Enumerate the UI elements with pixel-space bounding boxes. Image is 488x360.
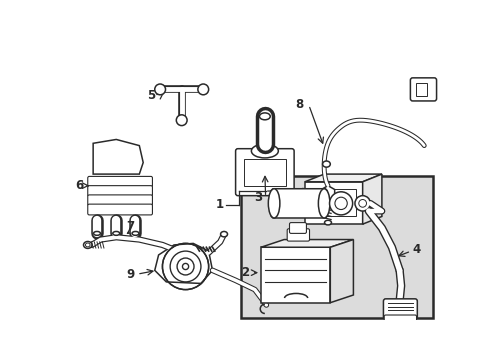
Circle shape: [334, 197, 346, 210]
Polygon shape: [261, 247, 329, 303]
Circle shape: [329, 192, 352, 215]
Bar: [244, 159, 285, 186]
FancyBboxPatch shape: [235, 149, 293, 195]
FancyBboxPatch shape: [289, 222, 306, 233]
Ellipse shape: [132, 231, 139, 235]
Ellipse shape: [251, 144, 278, 158]
Ellipse shape: [318, 189, 329, 218]
FancyBboxPatch shape: [383, 299, 416, 319]
Polygon shape: [261, 239, 353, 247]
FancyBboxPatch shape: [270, 189, 326, 218]
Polygon shape: [305, 174, 381, 182]
Text: 8: 8: [295, 98, 303, 111]
FancyBboxPatch shape: [286, 229, 309, 241]
Bar: [241, 176, 432, 318]
Circle shape: [358, 199, 366, 207]
Text: 5: 5: [146, 89, 155, 102]
Polygon shape: [93, 139, 143, 174]
FancyBboxPatch shape: [87, 195, 152, 206]
Polygon shape: [154, 243, 212, 283]
Polygon shape: [362, 174, 381, 224]
Circle shape: [154, 84, 165, 95]
Text: 2: 2: [240, 266, 248, 279]
Text: 4: 4: [411, 243, 420, 256]
Polygon shape: [321, 186, 334, 201]
Text: 6: 6: [75, 179, 83, 192]
Ellipse shape: [220, 231, 227, 237]
Circle shape: [293, 195, 301, 203]
Polygon shape: [329, 239, 353, 303]
Ellipse shape: [322, 161, 329, 167]
Text: 1: 1: [216, 198, 224, 211]
Circle shape: [176, 115, 187, 126]
Polygon shape: [305, 182, 362, 224]
Circle shape: [198, 84, 208, 95]
Ellipse shape: [259, 113, 270, 120]
FancyBboxPatch shape: [87, 186, 152, 197]
Text: 7: 7: [126, 220, 134, 233]
Text: 9: 9: [126, 268, 134, 281]
Bar: [310, 189, 356, 216]
Bar: [415, 83, 426, 95]
Ellipse shape: [113, 231, 120, 235]
Ellipse shape: [93, 231, 100, 235]
Circle shape: [354, 195, 369, 211]
FancyBboxPatch shape: [87, 176, 152, 187]
FancyBboxPatch shape: [409, 78, 436, 101]
Ellipse shape: [268, 189, 279, 218]
Ellipse shape: [85, 243, 90, 247]
FancyBboxPatch shape: [384, 315, 416, 326]
Ellipse shape: [324, 220, 331, 225]
Ellipse shape: [83, 242, 92, 248]
FancyBboxPatch shape: [87, 204, 152, 215]
Text: 3: 3: [254, 191, 262, 204]
